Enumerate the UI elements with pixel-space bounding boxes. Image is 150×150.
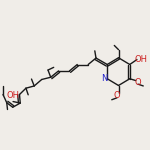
Text: OH: OH bbox=[7, 92, 20, 100]
Text: O: O bbox=[114, 92, 120, 100]
Text: O: O bbox=[135, 78, 141, 87]
Text: N: N bbox=[101, 74, 108, 83]
Text: OH: OH bbox=[135, 55, 148, 64]
